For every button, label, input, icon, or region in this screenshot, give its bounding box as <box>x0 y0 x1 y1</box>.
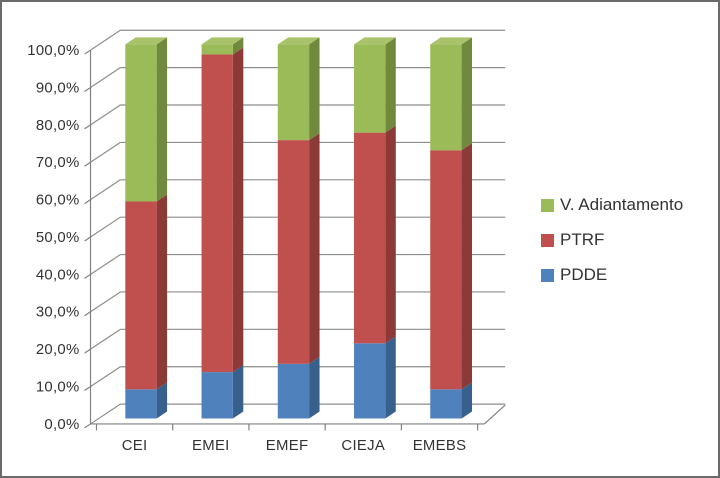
svg-text:70,0%: 70,0% <box>36 155 80 171</box>
legend-item-ptrf: PTRF <box>541 230 683 249</box>
legend: V. Adiantamento PTRF PDDE <box>541 195 684 303</box>
svg-text:90,0%: 90,0% <box>36 80 80 96</box>
legend-swatch-red-icon <box>541 233 554 247</box>
svg-text:60,0%: 60,0% <box>36 193 80 209</box>
svg-text:CIEJA: CIEJA <box>341 438 385 454</box>
svg-text:30,0%: 30,0% <box>36 305 80 321</box>
legend-swatch-blue-icon <box>541 268 554 282</box>
svg-text:EMEI: EMEI <box>192 438 230 454</box>
legend-label: V. Adiantamento <box>560 195 684 214</box>
svg-text:EMEF: EMEF <box>266 438 309 454</box>
legend-item-pdde: PDDE <box>541 265 683 284</box>
svg-text:80,0%: 80,0% <box>36 118 80 134</box>
svg-text:50,0%: 50,0% <box>36 230 80 246</box>
svg-text:100,0%: 100,0% <box>27 43 79 59</box>
legend-label: PTRF <box>560 230 605 249</box>
legend-swatch-green-icon <box>541 198 554 212</box>
svg-text:20,0%: 20,0% <box>36 342 80 358</box>
svg-text:10,0%: 10,0% <box>36 380 80 396</box>
legend-item-v-adiantamento: V. Adiantamento <box>541 195 684 214</box>
svg-text:40,0%: 40,0% <box>36 267 80 283</box>
svg-text:0,0%: 0,0% <box>44 417 79 433</box>
svg-text:EMEBS: EMEBS <box>413 438 467 454</box>
legend-label: PDDE <box>560 265 608 284</box>
svg-text:CEI: CEI <box>122 438 148 454</box>
